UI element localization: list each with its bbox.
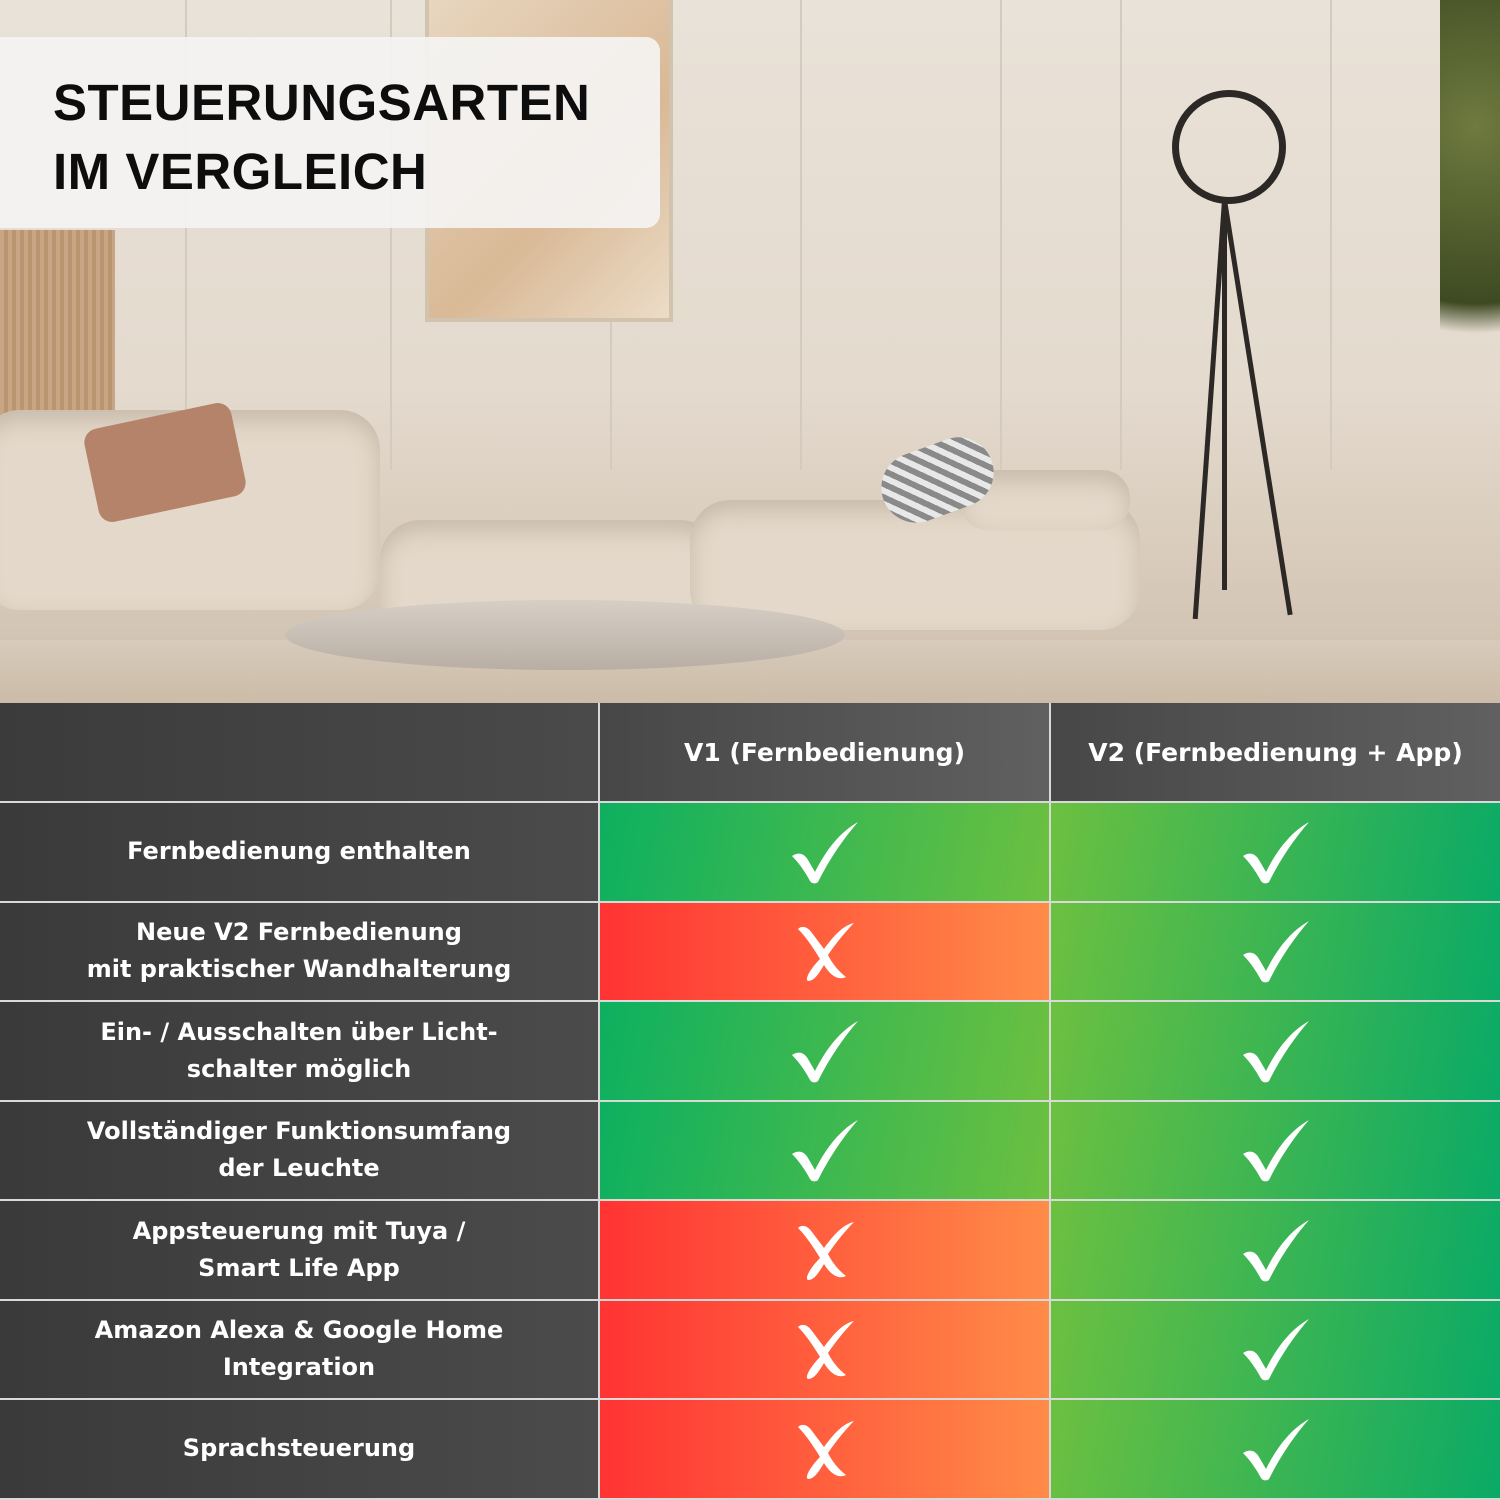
check-icon <box>1242 1319 1309 1381</box>
check-icon <box>1242 821 1309 884</box>
coffee-table <box>285 600 845 670</box>
check-icon <box>1242 1418 1309 1481</box>
v1-cell <box>600 1101 1049 1199</box>
cross-icon <box>797 1221 854 1280</box>
check-icon <box>791 1120 858 1182</box>
row-label: Fernbedienung enthalten <box>0 803 598 901</box>
header-empty <box>0 703 598 801</box>
cross-icon <box>797 1321 854 1380</box>
page-title: STEUERUNGSARTEN IM VERGLEICH <box>53 74 591 200</box>
v2-cell <box>1051 1201 1500 1299</box>
comparison-table: V1 (Fernbedienung) V2 (Fernbedienung + A… <box>0 703 1500 1500</box>
header-v2: V2 (Fernbedienung + App) <box>1051 703 1500 801</box>
check-icon <box>1242 1020 1309 1083</box>
cross-icon <box>797 1420 854 1479</box>
check-icon <box>1242 1120 1309 1182</box>
v2-cell <box>1051 803 1500 901</box>
v1-cell <box>600 902 1049 1000</box>
v2-cell <box>1051 902 1500 1000</box>
row-label: Neue V2 Fernbedienung mit praktischer Wa… <box>0 902 598 1000</box>
check-icon <box>791 1020 858 1083</box>
v2-cell <box>1051 1300 1500 1398</box>
header-v1: V1 (Fernbedienung) <box>600 703 1049 801</box>
v2-cell <box>1051 1400 1500 1498</box>
v1-cell <box>600 1400 1049 1498</box>
v2-cell <box>1051 1002 1500 1100</box>
v1-cell <box>600 803 1049 901</box>
row-label: Sprachsteuerung <box>0 1400 598 1498</box>
v1-cell <box>600 1201 1049 1299</box>
title-panel <box>0 37 660 228</box>
check-icon <box>1242 921 1309 983</box>
floor-lamp <box>1172 90 1286 204</box>
check-icon <box>791 821 858 884</box>
row-label: Vollständiger Funktionsumfang der Leucht… <box>0 1101 598 1199</box>
row-label: Appsteuerung mit Tuya / Smart Life App <box>0 1201 598 1299</box>
row-label: Amazon Alexa & Google Home Integration <box>0 1300 598 1398</box>
row-label: Ein- / Ausschalten über Licht- schalter … <box>0 1002 598 1100</box>
cross-icon <box>797 923 854 982</box>
v1-cell <box>600 1002 1049 1100</box>
v2-cell <box>1051 1101 1500 1199</box>
living-room-photo <box>0 0 1500 703</box>
v1-cell <box>600 1300 1049 1398</box>
check-icon <box>1242 1219 1309 1282</box>
